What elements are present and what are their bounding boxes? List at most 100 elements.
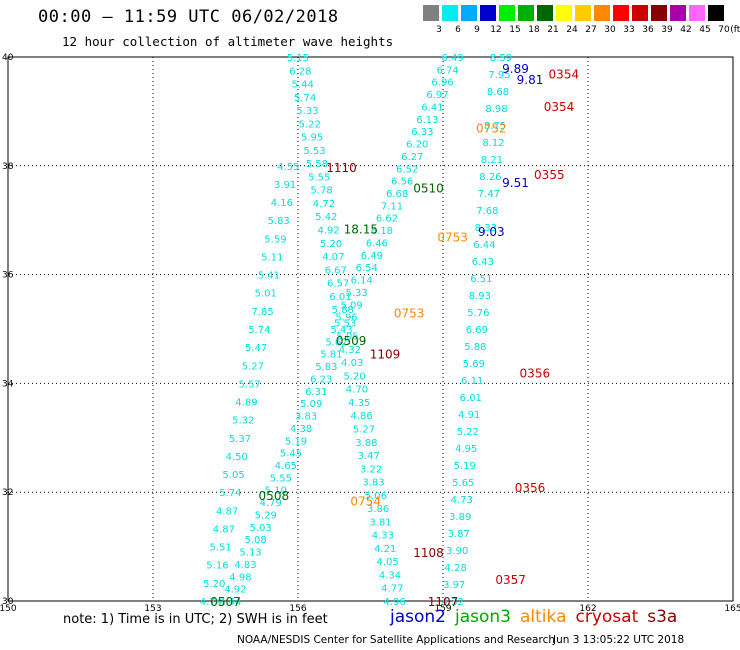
credit-line: NOAA/NESDIS Center for Satellite Applica… — [237, 634, 555, 646]
wave-height-value: 6.57 — [327, 279, 349, 290]
wave-height-value: 8.33 — [475, 223, 497, 234]
altimeter-tracks: 5.15 6.28 5.44 5.74 5.33 5.22 5.95 5.53 5.58 5.55… — [200, 53, 512, 608]
wave-height-value: 4.70 — [346, 385, 368, 396]
wave-height-value: 4.65 — [275, 461, 297, 472]
colorbar-unit: (ft) — [730, 25, 740, 35]
wave-height-value: 4.72 — [313, 199, 335, 210]
wave-height-value: 4.50 — [226, 452, 248, 463]
colorbar-label: 24 — [566, 25, 578, 35]
pass-time-label: 0508 — [259, 489, 290, 503]
colorbar-swatch — [613, 5, 629, 21]
colorbar-label: 39 — [661, 25, 673, 35]
wave-height-value: 6.68 — [386, 189, 408, 200]
wave-height-value: 5.11 — [261, 252, 283, 263]
latitude-tick-label: 34 — [2, 379, 14, 389]
wave-height-value: 8.59 — [490, 53, 512, 64]
colorbar-label: 21 — [547, 25, 559, 35]
wave-height-value: 5.09 — [300, 399, 322, 410]
wave-height-value: 4.32 — [339, 345, 361, 356]
longitude-tick-label: 150 — [0, 604, 17, 614]
wave-height-value: 5.83 — [268, 216, 290, 227]
wave-height-value: 5.06 — [365, 491, 387, 502]
wave-height-value: 3.97 — [443, 580, 465, 591]
satellite-time-labels: 0354 0354 0752 1110 0355 0510 0753 0753 05091109… — [210, 62, 579, 609]
latitude-tick-label: 30 — [2, 597, 14, 607]
wave-height-value: 4.77 — [381, 584, 403, 595]
wave-height-value: 8.21 — [481, 155, 503, 166]
latitude-tick-label: 36 — [2, 271, 14, 281]
map-subtitle: 12 hour collection of altimeter wave hei… — [62, 34, 394, 49]
wave-height-value: 6.62 — [376, 214, 398, 225]
wave-height-value: 4.86 — [351, 411, 373, 422]
wave-height-value: 5.27 — [242, 361, 264, 372]
wave-height-value: 5.62 — [325, 337, 347, 348]
wave-height-value: 5.33 — [346, 288, 368, 299]
wave-height-value: 6.13 — [416, 115, 438, 126]
wave-height-value: 5.59 — [264, 234, 286, 245]
wave-height-value: 6.18 — [371, 226, 393, 237]
wave-height-value: 5.19 — [285, 436, 307, 447]
longitude-tick-label: 153 — [144, 604, 161, 614]
wave-height-value: 7.11 — [381, 201, 403, 212]
wave-height-value: 5.58 — [306, 159, 328, 170]
pass-time-label: 9.03 — [478, 225, 505, 239]
wave-height-value: 3.22 — [360, 464, 382, 475]
wave-height-value: 5.95 — [301, 133, 323, 144]
colorbar-swatch — [461, 5, 477, 21]
wave-height-value: 5.08 — [244, 535, 266, 546]
wave-height-value: 5.78 — [310, 186, 332, 197]
wave-height-value: 5.09 — [340, 300, 362, 311]
wave-height-value: 3.87 — [448, 529, 470, 540]
wave-height-value: 5.88 — [464, 342, 486, 353]
longitude-tick-label: 156 — [289, 604, 306, 614]
longitude-tick-label: 165 — [724, 604, 740, 614]
wave-height-value: 5.20 — [203, 579, 225, 590]
wave-height-value: 5.65 — [452, 478, 474, 489]
wave-height-value: 6.43 — [472, 257, 494, 268]
axis-labels: 150 153 156 159 162 165 40 38 36 34 32 30 — [0, 53, 740, 614]
wave-height-value: 6.97 — [426, 90, 448, 101]
pass-time-label: 0753 — [437, 231, 468, 245]
wave-height-value: 5.27 — [353, 425, 375, 436]
wave-height-value: 4.79 — [260, 498, 282, 509]
colorbar-swatch — [651, 5, 667, 21]
wave-height-value: 8.26 — [479, 172, 501, 183]
wave-height-value: 6.56 — [391, 177, 413, 188]
pass-time-label: 0510 — [413, 182, 444, 196]
wave-height-value: 5.16 — [206, 561, 228, 572]
wave-height-value: 4.07 — [322, 252, 344, 263]
wave-height-value: 5.83 — [315, 362, 337, 373]
wave-height-value: 8.75 — [484, 121, 506, 132]
wave-height-value: 4.03 — [341, 358, 363, 369]
wave-height-value: 8.12 — [482, 138, 504, 149]
wave-height-value: 4.35 — [348, 398, 370, 409]
wave-height-value: 4.87 — [213, 524, 235, 535]
colorbar-label: 36 — [642, 25, 654, 35]
wave-height-value: 4.87 — [216, 506, 238, 517]
pass-time-label: 0752 — [476, 122, 507, 136]
map-grid — [7, 56, 734, 602]
satellite-legend: jason2 jason3 altika cryosat s3a — [390, 607, 686, 627]
wave-height-value: 5.42 — [315, 212, 337, 223]
wave-height-value: 4.74 — [200, 597, 222, 608]
wave-height-value: 5.55 — [270, 473, 292, 484]
wave-height-value: 5.81 — [320, 350, 342, 361]
pass-time-label: 1108 — [413, 546, 444, 560]
wave-height-value: 3.91 — [274, 180, 296, 191]
satellite-legend-item: altika — [520, 607, 567, 627]
map-frame — [7, 56, 734, 602]
pass-time-label: 0355 — [534, 168, 565, 182]
wave-height-value: 7.47 — [478, 189, 500, 200]
colorbar-label: 70 — [718, 25, 730, 35]
colorbar-label: 45 — [699, 25, 711, 35]
wave-height-value: 5.05 — [336, 332, 358, 343]
colorbar-swatch — [670, 5, 686, 21]
wave-height-value: 4.96 — [384, 597, 406, 608]
wave-height-value: 5.41 — [258, 271, 280, 282]
wave-height-value: 5.55 — [308, 172, 330, 183]
wave-height-value: 5.29 — [255, 510, 277, 521]
wave-height-value: 6.20 — [406, 140, 428, 151]
wave-height-value: 5.53 — [334, 318, 356, 329]
colorbar-label: 18 — [528, 25, 540, 35]
wave-height-value: 5.37 — [229, 434, 251, 445]
